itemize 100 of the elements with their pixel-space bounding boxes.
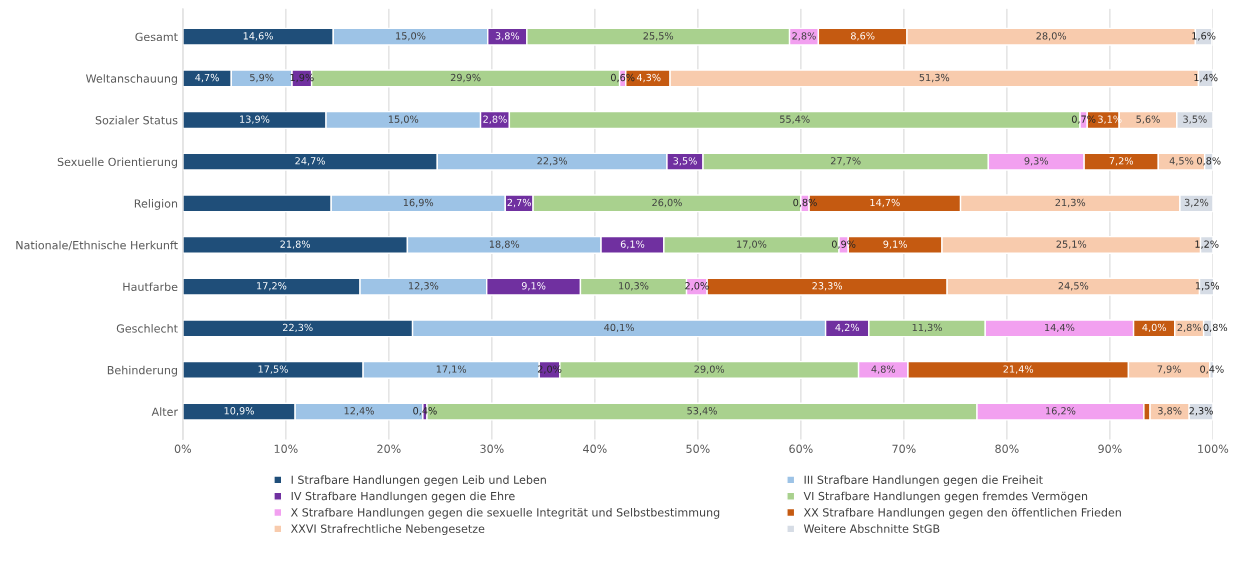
y-tick-label: Nationale/Ethnische Herkunft <box>16 240 178 251</box>
data-label: 17,0% <box>737 240 767 249</box>
data-label: 0,8% <box>1203 323 1228 333</box>
data-label: 22,3% <box>282 323 313 333</box>
data-label: 13,9% <box>240 115 270 124</box>
data-label: 2,3% <box>1189 407 1213 416</box>
y-tick-label: Religion <box>134 199 178 210</box>
data-label: 10,3% <box>619 282 649 291</box>
data-label: 29,0% <box>694 365 725 374</box>
data-label: 2,8% <box>483 115 507 124</box>
y-tick-label: Behinderung <box>107 365 177 377</box>
data-label: 55,4% <box>780 115 810 124</box>
data-label: 29,9% <box>450 73 481 83</box>
y-tick-label: Hautfarbe <box>123 282 178 292</box>
data-label: 21,3% <box>1055 198 1086 208</box>
data-label: 23,3% <box>812 282 843 291</box>
data-label: 7,9% <box>1157 365 1181 374</box>
data-label: 1,2% <box>1195 240 1219 249</box>
legend-label: Weitere Abschnitte StGB <box>803 524 940 533</box>
data-label: 2,8% <box>792 32 816 41</box>
data-label: 1,5% <box>1195 282 1220 291</box>
data-label: 21,4% <box>1003 365 1034 374</box>
data-label: 2,8% <box>1177 323 1202 333</box>
data-label: 18,8% <box>489 240 520 249</box>
legend-label: IV Strafbare Handlungen gegen die Ehre <box>291 491 515 503</box>
legend-label: VI Strafbare Handlungen gegen fremdes Vermögen <box>803 491 1088 503</box>
data-label: 15,0% <box>396 32 426 41</box>
data-label: 2,7% <box>507 198 531 208</box>
legend-label: XXVI Strafrechtliche Nebengesetze <box>290 524 485 536</box>
y-tick-label: Geschlecht <box>116 324 178 333</box>
data-label: 4,3% <box>636 73 661 83</box>
data-label: 0,6% <box>610 73 635 83</box>
data-label: 8,6% <box>851 32 875 41</box>
data-label: 0,7% <box>1071 115 1096 124</box>
data-label: 4,7% <box>195 73 219 83</box>
data-label: 53,4% <box>687 407 717 416</box>
data-label: 5,9% <box>250 73 274 83</box>
data-label: 24,5% <box>1058 282 1089 291</box>
x-tick-label: 40% <box>583 444 607 453</box>
data-label: 3,8% <box>1158 407 1182 416</box>
legend-label: XX Strafbare Handlungen gegen den öffentlichen Frieden <box>803 507 1121 519</box>
x-tick-label: 30% <box>480 444 504 453</box>
data-label: 3,8% <box>495 32 520 41</box>
data-label: 5,6% <box>1136 115 1160 124</box>
x-tick-label: 70% <box>892 444 916 453</box>
x-tick-label: 80% <box>995 444 1019 453</box>
data-label: 4,0% <box>1142 323 1166 333</box>
data-label: 11,3% <box>912 323 942 333</box>
data-label: 16,2% <box>1046 407 1076 416</box>
y-tick-label: Weltanschauung <box>85 74 177 85</box>
data-label: 4,2% <box>835 323 860 333</box>
data-label: 9,1% <box>521 282 546 291</box>
data-label: 0,8% <box>1197 157 1221 166</box>
data-label: 9,1% <box>883 240 907 249</box>
data-label: 28,0% <box>1036 32 1067 41</box>
data-label: 4,8% <box>871 365 896 374</box>
data-label: 25,1% <box>1056 240 1087 249</box>
data-label: 14,6% <box>243 32 273 41</box>
data-label: 0,8% <box>793 198 817 208</box>
data-label: 12,4% <box>344 407 374 416</box>
x-tick-label: 100% <box>1198 444 1229 453</box>
legend-label: III Strafbare Handlungen gegen die Freiheit <box>804 475 1043 487</box>
data-label: 10,9% <box>224 407 254 416</box>
x-tick-label: 90% <box>1098 444 1122 453</box>
data-label: 25,5% <box>643 32 674 41</box>
x-tick-label: 60% <box>789 444 813 453</box>
y-tick-label: Gesamt <box>135 32 178 42</box>
y-tick-label: Alter <box>151 407 179 416</box>
data-label: 15,0% <box>388 115 419 124</box>
data-label: 3,5% <box>673 157 697 166</box>
data-label: 16,9% <box>403 198 434 208</box>
data-label: 14,7% <box>870 198 900 208</box>
data-label: 17,2% <box>257 282 287 291</box>
y-tick-label: Sexuelle Orientierung <box>57 157 177 169</box>
data-label: 27,7% <box>830 157 861 166</box>
data-label: 22,3% <box>537 157 568 166</box>
data-label: 40,1% <box>604 323 634 333</box>
data-label: 7,2% <box>1109 157 1134 166</box>
data-label: 6,1% <box>620 240 645 249</box>
data-label: 17,1% <box>436 365 467 374</box>
x-tick-label: 10% <box>274 444 298 453</box>
legend-label: X Strafbare Handlungen gegen die sexuelle Integrität und Selbstbestimmung <box>290 507 720 519</box>
data-label: 3,5% <box>1183 115 1207 124</box>
data-label: 0,9% <box>831 240 856 249</box>
data-label: 1,4% <box>1194 73 1218 83</box>
data-label: 26,0% <box>652 198 682 208</box>
data-label: 3,2% <box>1184 198 1209 208</box>
data-label: 51,3% <box>919 73 950 83</box>
x-tick-label: 0% <box>174 444 192 453</box>
x-tick-label: 50% <box>686 444 710 453</box>
data-label: 0,4% <box>1200 365 1224 374</box>
data-label: 1,6% <box>1192 32 1216 41</box>
data-label: 14,4% <box>1045 323 1075 333</box>
y-tick-label: Sozialer Status <box>95 115 178 125</box>
data-label: 21,8% <box>280 240 311 249</box>
legend-label: I Strafbare Handlungen gegen Leib und Leben <box>291 475 546 487</box>
data-label: 4,5% <box>1169 157 1194 166</box>
x-tick-label: 20% <box>377 444 401 453</box>
data-label: 24,7% <box>295 157 325 166</box>
data-label: 12,3% <box>409 282 439 291</box>
